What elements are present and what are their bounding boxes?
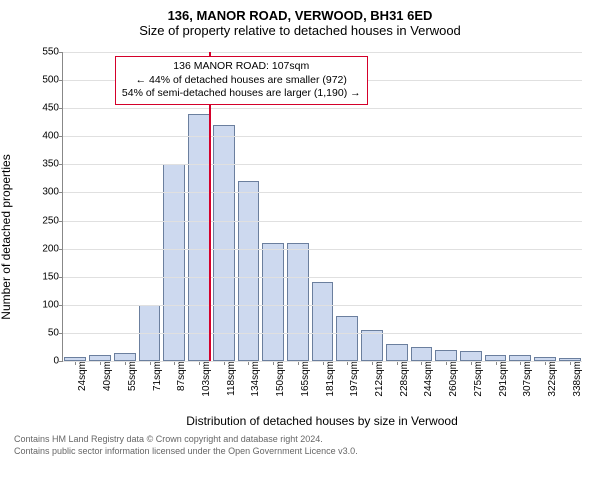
y-tick-mark (59, 277, 63, 278)
x-tick-label: 307sqm (516, 361, 533, 397)
bar-slot: 338sqm (557, 52, 582, 361)
x-tick-label: 338sqm (566, 361, 583, 397)
y-tick-mark (59, 249, 63, 250)
grid-line (63, 277, 582, 278)
histogram-bar (163, 164, 185, 361)
x-tick-label: 40sqm (96, 361, 113, 391)
footer-attribution: Contains HM Land Registry data © Crown c… (14, 434, 586, 457)
x-tick-label: 244sqm (417, 361, 434, 397)
callout-line: 136 MANOR ROAD: 107sqm (122, 60, 361, 74)
x-tick-label: 150sqm (269, 361, 286, 397)
y-tick-mark (59, 164, 63, 165)
y-tick-mark (59, 305, 63, 306)
bar-slot: 228sqm (384, 52, 409, 361)
grid-line (63, 221, 582, 222)
plot-region: 24sqm40sqm55sqm71sqm87sqm103sqm118sqm134… (62, 52, 582, 362)
x-tick-label: 165sqm (294, 361, 311, 397)
x-tick-label: 291sqm (492, 361, 509, 397)
histogram-bar (262, 243, 284, 361)
grid-line (63, 249, 582, 250)
x-tick-label: 134sqm (244, 361, 261, 397)
x-tick-label: 103sqm (195, 361, 212, 397)
histogram-bar (312, 282, 334, 361)
histogram-bar (386, 344, 408, 361)
y-tick-mark (59, 361, 63, 362)
chart-subtitle: Size of property relative to detached ho… (14, 23, 586, 38)
grid-line (63, 108, 582, 109)
x-tick-label: 228sqm (393, 361, 410, 397)
histogram-bar (336, 316, 358, 361)
bar-slot: 40sqm (88, 52, 113, 361)
histogram-bar (213, 125, 235, 361)
histogram-bar (238, 181, 260, 361)
y-tick-mark (59, 136, 63, 137)
x-tick-label: 181sqm (319, 361, 336, 397)
x-tick-label: 71sqm (146, 361, 163, 391)
bar-slot: 307sqm (508, 52, 533, 361)
bar-slot: 275sqm (459, 52, 484, 361)
x-tick-label: 212sqm (368, 361, 385, 397)
chart-area: Number of detached properties 24sqm40sqm… (14, 42, 586, 432)
histogram-bar (460, 351, 482, 361)
bar-slot: 291sqm (483, 52, 508, 361)
callout-line: ← 44% of detached houses are smaller (97… (122, 74, 361, 88)
bar-slot: 322sqm (533, 52, 558, 361)
histogram-bar (435, 350, 457, 361)
histogram-bar (114, 353, 136, 361)
x-axis-label: Distribution of detached houses by size … (62, 414, 582, 428)
histogram-bar (361, 330, 383, 361)
histogram-bar (411, 347, 433, 361)
footer-line-2: Contains public sector information licen… (14, 446, 586, 458)
x-tick-label: 55sqm (121, 361, 138, 391)
grid-line (63, 192, 582, 193)
grid-line (63, 164, 582, 165)
x-tick-label: 197sqm (343, 361, 360, 397)
grid-line (63, 52, 582, 53)
y-tick-mark (59, 333, 63, 334)
x-tick-label: 322sqm (541, 361, 558, 397)
chart-main-title: 136, MANOR ROAD, VERWOOD, BH31 6ED (14, 8, 586, 23)
bar-slot: 24sqm (63, 52, 88, 361)
bar-slot: 260sqm (434, 52, 459, 361)
y-tick-mark (59, 52, 63, 53)
callout-line: 54% of semi-detached houses are larger (… (122, 87, 361, 101)
y-tick-mark (59, 221, 63, 222)
bar-slot: 244sqm (409, 52, 434, 361)
y-tick-mark (59, 80, 63, 81)
grid-line (63, 136, 582, 137)
histogram-bar (287, 243, 309, 361)
x-tick-label: 260sqm (442, 361, 459, 397)
grid-line (63, 305, 582, 306)
grid-line (63, 333, 582, 334)
x-tick-label: 87sqm (170, 361, 187, 391)
x-tick-label: 24sqm (71, 361, 88, 391)
x-tick-label: 275sqm (467, 361, 484, 397)
histogram-bar (188, 114, 210, 361)
y-tick-mark (59, 108, 63, 109)
footer-line-1: Contains HM Land Registry data © Crown c… (14, 434, 586, 446)
marker-callout: 136 MANOR ROAD: 107sqm← 44% of detached … (115, 56, 368, 105)
grid-line (63, 361, 582, 362)
x-tick-label: 118sqm (220, 361, 237, 396)
y-axis-label: Number of detached properties (0, 154, 13, 319)
y-tick-mark (59, 192, 63, 193)
